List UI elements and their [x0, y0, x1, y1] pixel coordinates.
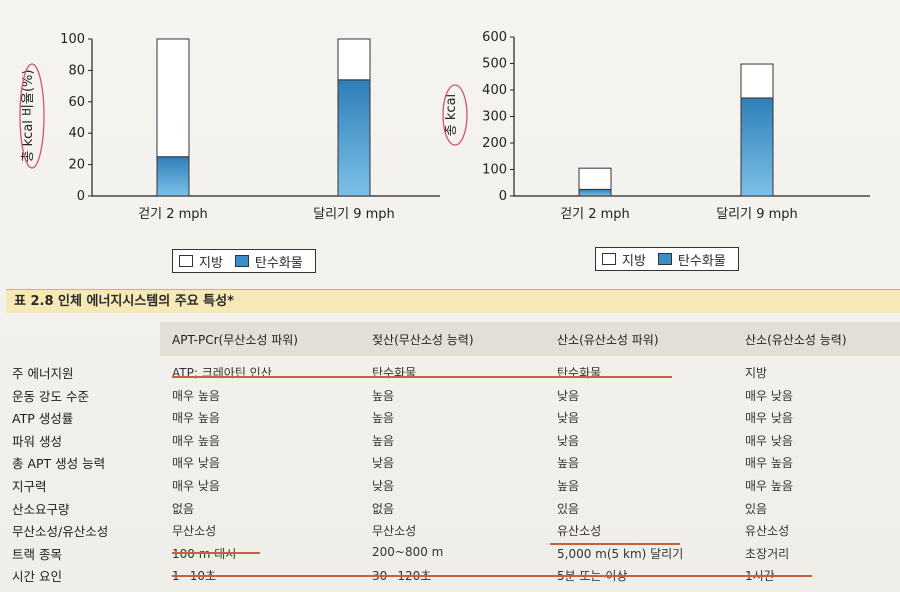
- table-cell: 탄수화물: [372, 366, 417, 380]
- column-header-lactic: 젖산(무산소성 능력): [372, 333, 474, 347]
- table-cell: 유산소성: [745, 524, 790, 539]
- table-cell: 무산소성: [172, 524, 217, 539]
- bar-segment-carb: [337, 79, 371, 197]
- annotation-underline: [172, 376, 672, 378]
- table-cell: 있음: [745, 501, 768, 516]
- table-cell: 매우 낮음: [745, 411, 793, 426]
- chart2-legend: 지방 탄수화물: [595, 247, 739, 271]
- table-cell: 없음: [172, 501, 195, 516]
- chart1-legend: 지방 탄수화물: [172, 249, 316, 273]
- table-cell: 낮음: [372, 479, 395, 493]
- table-cell: 탄수화물: [557, 366, 602, 380]
- table-cell: 매우 높음: [172, 388, 220, 403]
- y-tick-label: 400: [482, 83, 507, 98]
- row-label: 지구력: [12, 479, 47, 494]
- table-cell: 매우 낮음: [172, 479, 220, 493]
- y-tick-label: 100: [482, 163, 507, 178]
- table-cell: 낮음: [557, 388, 580, 403]
- legend-carb-label: 탄수화물: [254, 255, 303, 271]
- table-cell: 높음: [557, 456, 580, 471]
- table-cell: 매우 높음: [172, 411, 220, 426]
- carb-swatch-icon: [234, 255, 249, 267]
- y-axis-label: 총 kcal: [444, 94, 459, 136]
- column-header-aerobic-capacity: 산소(유산소성 능력): [745, 333, 847, 347]
- table-cell: 높음: [372, 388, 395, 403]
- fat-swatch-icon: [602, 253, 616, 265]
- table-cell: 매우 높음: [745, 456, 793, 471]
- legend-fat-label: 지방: [622, 253, 646, 269]
- table-cell: 낮음: [557, 411, 580, 426]
- y-tick-label: 300: [482, 110, 507, 125]
- y-tick-label: 0: [499, 189, 507, 204]
- column-header-aerobic-power: 산소(유산소성 파워): [557, 333, 659, 347]
- y-tick-label: 20: [68, 158, 85, 173]
- table-cell: 5,000 m(5 km) 달리기: [557, 546, 684, 561]
- y-tick-label: 0: [77, 189, 85, 204]
- row-label: 산소요구량: [12, 501, 70, 517]
- row-label: 시간 요인: [12, 569, 62, 585]
- carb-swatch-icon: [657, 253, 672, 265]
- bar-segment-carb: [740, 97, 774, 197]
- table-cell: 높음: [372, 411, 395, 426]
- chart-total-kcal: 0 100 200 300 400 500 600 총 kcal 걷기 2 mph 달리기 9 m…: [442, 30, 870, 222]
- table-cell: 낮음: [557, 433, 580, 448]
- table-cell: 낮음: [372, 456, 395, 471]
- row-label: ATP 생성률: [12, 411, 74, 427]
- y-tick-label: 200: [482, 136, 507, 151]
- y-tick-label: 100: [60, 32, 85, 47]
- column-header-atp-pcr: APT-PCr(무산소성 파워): [172, 333, 298, 347]
- y-tick-label: 60: [68, 95, 85, 110]
- y-axis-label: 총 kcal 비율(%): [21, 70, 36, 163]
- x-tick-label: 달리기 9 mph: [716, 207, 798, 222]
- row-label: 무산소성/유산소성: [12, 524, 109, 540]
- table-cell: 매우 높음: [172, 433, 220, 448]
- table-cell: 유산소성: [557, 524, 602, 539]
- table-cell: 높음: [372, 433, 395, 448]
- table-cell: ATP; 크레아틴 인산: [172, 366, 272, 380]
- bar-segment-fat: [740, 63, 774, 99]
- table-cell: 매우 높음: [745, 479, 793, 493]
- table-cell: 매우 낮음: [745, 388, 793, 403]
- bar-segment-fat: [156, 38, 190, 158]
- x-tick-label: 걷기 2 mph: [560, 207, 630, 222]
- bar-segment-carb: [156, 156, 190, 197]
- table-cell: 초장거리: [745, 546, 790, 561]
- chart-percent-kcal: 0 20 40 60 80 100 총 kcal 비율(%) 걷기 2 mph 달리기 9 mp…: [19, 32, 440, 222]
- table-cell: 지방: [745, 366, 768, 380]
- table-cell: 있음: [557, 501, 580, 516]
- legend-fat-label: 지방: [199, 255, 223, 271]
- y-tick-label: 600: [482, 30, 507, 45]
- y-tick-label: 500: [482, 57, 507, 72]
- row-label: 총 APT 생성 능력: [12, 456, 106, 472]
- table-cell: 없음: [372, 501, 395, 516]
- bar-segment-fat: [578, 167, 612, 190]
- row-label: 파워 생성: [12, 433, 62, 449]
- table-cell: 매우 낮음: [172, 456, 220, 471]
- y-tick-label: 80: [68, 63, 85, 78]
- annotation-underline: [172, 575, 812, 577]
- table-cell: 무산소성: [372, 524, 417, 539]
- table-cell: 매우 낮음: [745, 433, 793, 448]
- annotation-underline: [172, 552, 260, 554]
- y-tick-label: 40: [68, 126, 85, 141]
- table-cell: 100 m 대시: [172, 546, 237, 561]
- table-title: 표 2.8 인체 에너지시스템의 주요 특성*: [6, 289, 900, 313]
- annotation-circle: [442, 84, 468, 146]
- table-cell: 높음: [557, 479, 580, 493]
- bar-segment-carb: [578, 188, 612, 197]
- bar-segment-fat: [337, 38, 371, 81]
- annotation-underline: [550, 543, 680, 545]
- table-cell: 200~800 m: [372, 544, 444, 559]
- x-tick-label: 달리기 9 mph: [313, 207, 395, 222]
- fat-swatch-icon: [179, 255, 193, 267]
- annotation-circle: [19, 63, 45, 169]
- legend-carb-label: 탄수화물: [677, 253, 726, 269]
- row-label: 주 에너지원: [12, 366, 74, 381]
- row-label: 트랙 종목: [12, 546, 62, 562]
- column-header-band: [160, 322, 900, 356]
- row-label: 운동 강도 수준: [12, 388, 89, 404]
- x-tick-label: 걷기 2 mph: [138, 207, 208, 222]
